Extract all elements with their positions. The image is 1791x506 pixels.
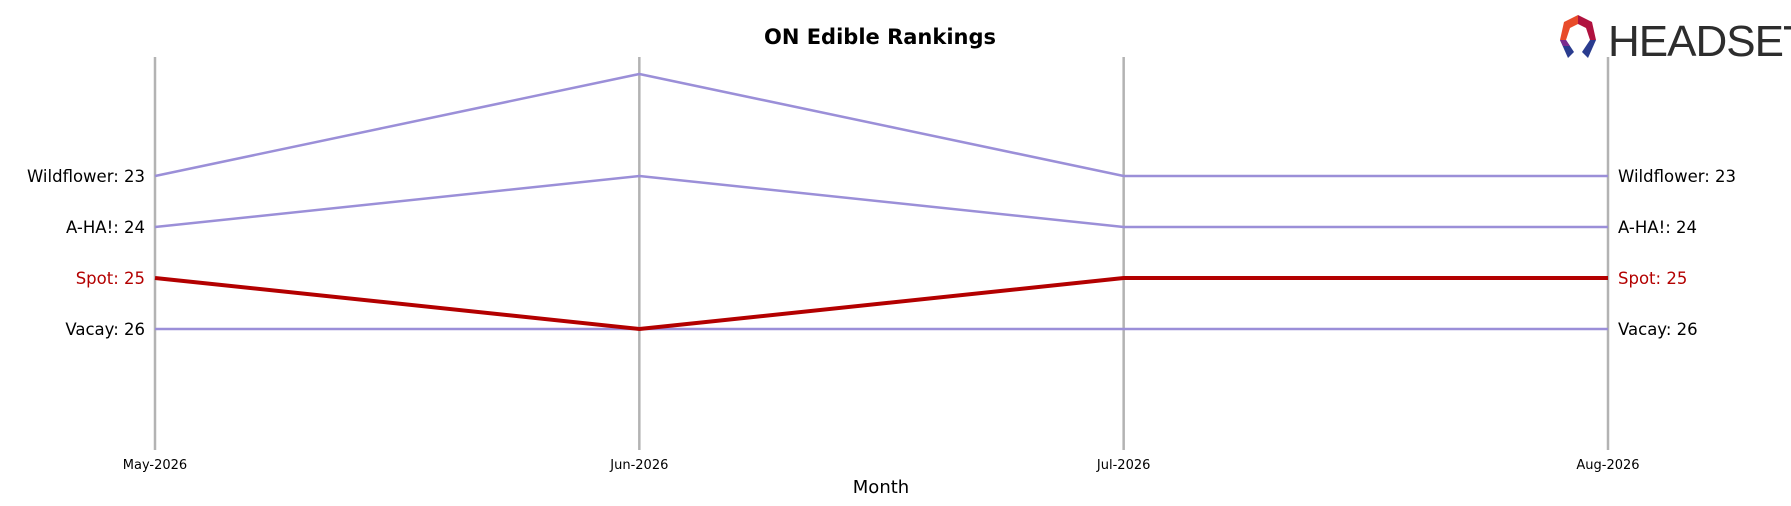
right-label-wildflower: Wildflower: 23 <box>1618 167 1736 186</box>
left-label-vacay: Vacay: 26 <box>65 320 145 339</box>
headset-logo-mark <box>1560 15 1596 58</box>
left-label-spot: Spot: 25 <box>76 269 145 288</box>
series-line-wildflower <box>154 72 1608 178</box>
chart-title: ON Edible Rankings <box>764 25 996 49</box>
x-tick-jul-2026: Jul-2026 <box>1096 458 1150 473</box>
x-tick-jun-2026: Jun-2026 <box>609 458 668 473</box>
series-line-a-ha <box>154 174 1608 229</box>
headset-logo-text: HEADSET <box>1608 17 1791 66</box>
right-label-a-ha: A-HA!: 24 <box>1618 218 1697 237</box>
headset-logo: HEADSET <box>1560 15 1791 66</box>
left-end-labels: Wildflower: 23 A-HA!: 24 Spot: 25 Vacay: 26 <box>27 167 145 339</box>
month-gridlines <box>153 57 1610 450</box>
right-label-spot: Spot: 25 <box>1618 269 1687 288</box>
x-tick-may-2026: May-2026 <box>123 458 187 473</box>
x-tick-labels: May-2026 Jun-2026 Jul-2026 Aug-2026 <box>123 458 1640 473</box>
x-axis-label: Month <box>853 477 909 498</box>
right-label-vacay: Vacay: 26 <box>1618 320 1698 339</box>
left-label-wildflower: Wildflower: 23 <box>27 167 145 186</box>
right-end-labels: Wildflower: 23 A-HA!: 24 Spot: 25 Vacay: 26 <box>1618 167 1736 339</box>
left-label-a-ha: A-HA!: 24 <box>66 218 145 237</box>
series-line-spot <box>154 276 1608 331</box>
series-lines <box>154 72 1608 331</box>
x-tick-aug-2026: Aug-2026 <box>1576 458 1639 473</box>
